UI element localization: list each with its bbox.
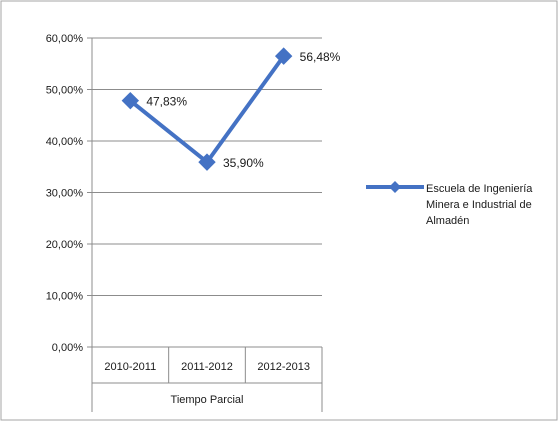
x-tick-label: 2010-2011 <box>104 361 156 373</box>
y-tick-label: 30,00% <box>46 188 84 200</box>
data-label: 35,90% <box>223 156 264 170</box>
y-tick-label: 40,00% <box>46 136 84 148</box>
y-tick-label: 50,00% <box>46 85 84 97</box>
legend-label: Escuela de Ingeniería Minera e Industria… <box>426 181 556 229</box>
y-tick-label: 10,00% <box>46 291 84 303</box>
x-category-group-label: Tiempo Parcial <box>171 394 244 406</box>
x-tick-label: 2012-2013 <box>257 361 310 373</box>
y-tick-label: 0,00% <box>52 342 83 354</box>
y-tick-label: 20,00% <box>46 239 84 251</box>
y-tick-label: 60,00% <box>46 33 84 45</box>
data-label: 47,83% <box>146 95 187 109</box>
data-label: 56,48% <box>300 50 341 64</box>
x-tick-label: 2011-2012 <box>181 361 233 373</box>
